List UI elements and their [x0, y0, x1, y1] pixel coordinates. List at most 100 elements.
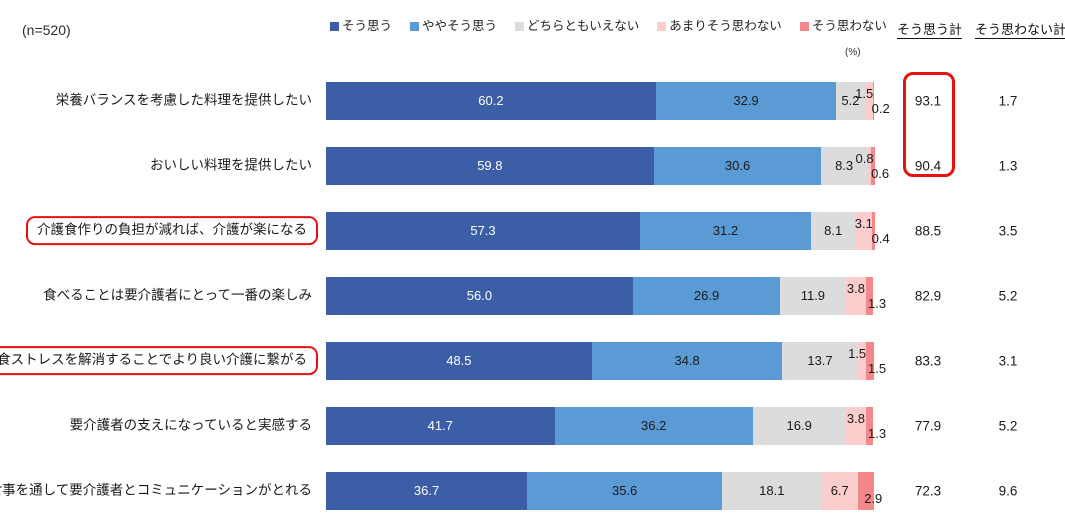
- legend-label: そう思わない: [811, 19, 887, 33]
- bar-segment: 56.0: [326, 276, 633, 315]
- legend-swatch-icon: [657, 21, 667, 31]
- total-agree-value: 77.9: [914, 418, 942, 433]
- category-label: 栄養バランスを考慮した料理を提供したい: [55, 92, 312, 108]
- category-label: 食べることは要介護者にとって一番の楽しみ: [43, 287, 312, 303]
- segment-value: 3.8: [846, 410, 865, 426]
- bar-segment: 32.9: [655, 81, 837, 120]
- legend-item: そう思わない: [799, 19, 887, 33]
- legend-swatch-icon: [410, 21, 420, 31]
- category-label-highlighted: 介護食作りの負担が減れば、介護が楽になる: [26, 215, 318, 246]
- segment-value: 1.5: [868, 360, 887, 376]
- segment-value: 8.3: [835, 158, 854, 173]
- category-label-cell: 介護食ストレスを解消することでより良い介護に繋がる: [0, 328, 322, 393]
- bar-segment: 8.1: [810, 211, 856, 250]
- segment-value: 3.8: [846, 280, 865, 296]
- category-label: おいしい料理を提供したい: [150, 157, 312, 173]
- chart-row: 介護食作りの負担が減れば、介護が楽になる 57.3 31.2 8.1 3.1 0.4 88.…: [0, 198, 1065, 263]
- chart-row: おいしい料理を提供したい 59.8 30.6 8.3 0.8 0.6 90.4 1.3: [0, 133, 1065, 198]
- bar-segment: 57.3: [326, 211, 640, 250]
- bar-segment: 0.4: [872, 211, 890, 250]
- segment-value: 59.8: [477, 158, 503, 173]
- segment-value: 60.2: [478, 93, 504, 108]
- segment-value: 13.7: [807, 353, 833, 368]
- total-agree-value: 88.5: [914, 223, 942, 238]
- bar-segment: 34.8: [591, 341, 783, 380]
- total-agree-value: 82.9: [914, 288, 942, 303]
- legend-item: そう思う: [330, 20, 392, 33]
- segment-value: 34.8: [674, 353, 700, 368]
- total-disagree-value: 1.7: [998, 93, 1018, 108]
- segment-value: 3.1: [854, 215, 873, 231]
- bar-segment: 11.9: [780, 276, 846, 315]
- total-agree-value: 93.1: [914, 93, 942, 108]
- bar-segment: 0.2: [872, 81, 890, 120]
- segment-value: 36.7: [413, 483, 440, 498]
- legend-label: あまりそう思わない: [669, 19, 782, 33]
- segment-value: 26.9: [693, 288, 720, 303]
- total-agree-value: 83.3: [914, 353, 942, 368]
- bar-segment: 30.6: [653, 146, 822, 185]
- segment-value: 2.9: [864, 490, 883, 506]
- bar-segment: 6.7: [821, 471, 859, 510]
- total-disagree-value: 3.5: [998, 223, 1018, 238]
- bar-segment: 36.7: [326, 471, 528, 510]
- total-disagree-value: 5.2: [998, 418, 1018, 433]
- chart-row: 食事を通して要介護者とコミュニケーションがとれる 36.7 35.6 18.1 6.7 2…: [0, 458, 1065, 523]
- bar-segment: 26.9: [632, 276, 781, 315]
- segment-value: 36.2: [641, 418, 667, 433]
- legend-label: そう思う: [342, 19, 393, 33]
- chart-row: 介護食ストレスを解消することでより良い介護に繋がる 48.5 34.8 13.7 1.5…: [0, 328, 1065, 393]
- total-disagree-value: 5.2: [998, 288, 1018, 303]
- segment-value: 0.8: [855, 150, 874, 166]
- stacked-bar: 56.0 26.9 11.9 3.8 1.3: [326, 276, 886, 315]
- bar-segment: 1.3: [866, 276, 886, 315]
- chart-rows: 栄養バランスを考慮した料理を提供したい 60.2 32.9 5.2 1.5 0.2 93.1…: [0, 68, 1065, 523]
- category-label-cell: 食べることは要介護者にとって一番の楽しみ: [0, 263, 322, 328]
- chart-row: 食べることは要介護者にとって一番の楽しみ 56.0 26.9 11.9 3.8 1.3 82…: [0, 263, 1065, 328]
- bar-segment: 41.7: [326, 406, 555, 445]
- segment-value: 41.7: [427, 418, 453, 433]
- sample-size-label: (n=520): [22, 22, 71, 38]
- segment-value: 5.2: [841, 93, 860, 108]
- bar-segment: 48.5: [326, 341, 592, 380]
- bar-segment: 36.2: [554, 406, 753, 445]
- stacked-bar: 41.7 36.2 16.9 3.8 1.3: [326, 406, 886, 445]
- category-label-cell: 介護食作りの負担が減れば、介護が楽になる: [0, 198, 322, 263]
- bar-segment: 1.5: [865, 341, 886, 380]
- bar-segment: 16.9: [752, 406, 846, 445]
- totals-header-disagree: そう思わない計: [975, 22, 1065, 39]
- segment-value: 57.3: [470, 223, 496, 238]
- category-label-cell: 要介護者の支えになっていると実感する: [0, 393, 322, 458]
- category-label: 要介護者の支えになっていると実感する: [69, 417, 312, 433]
- segment-value: 11.9: [800, 288, 826, 303]
- segment-value: 6.7: [830, 483, 849, 498]
- segment-value: 0.6: [871, 165, 890, 181]
- legend-item: どちらともいえない: [515, 20, 639, 33]
- total-disagree-value: 9.6: [998, 483, 1018, 498]
- chart-row: 栄養バランスを考慮した料理を提供したい 60.2 32.9 5.2 1.5 0.2 93.1…: [0, 68, 1065, 133]
- total-agree-value: 72.3: [914, 483, 942, 498]
- segment-value: 16.9: [786, 418, 812, 433]
- legend-label: ややそう思う: [422, 19, 498, 33]
- total-disagree-value: 3.1: [998, 353, 1018, 368]
- legend-label: どちらともいえない: [527, 19, 640, 33]
- bar-segment: 5.2: [836, 81, 865, 120]
- stacked-bar: 60.2 32.9 5.2 1.5 0.2: [326, 81, 890, 120]
- segment-value: 48.5: [446, 353, 472, 368]
- legend-swatch-icon: [799, 21, 809, 31]
- segment-value: 32.9: [733, 93, 759, 108]
- stacked-bar: 48.5 34.8 13.7 1.5 1.5: [326, 341, 886, 380]
- chart-row: 要介護者の支えになっていると実感する 41.7 36.2 16.9 3.8 1.3 77.9…: [0, 393, 1065, 458]
- bar-segment: 8.3: [821, 146, 867, 185]
- segment-value: 31.2: [712, 223, 739, 238]
- segment-value: 56.0: [466, 288, 493, 303]
- category-label: 食事を通して要介護者とコミュニケーションがとれる: [0, 482, 312, 498]
- legend-swatch-icon: [330, 21, 339, 31]
- bar-segment: 0.8: [855, 146, 874, 185]
- stacked-bar: 57.3 31.2 8.1 3.1 0.4: [326, 211, 890, 250]
- category-label-cell: 食事を通して要介護者とコミュニケーションがとれる: [0, 458, 322, 523]
- segment-value: 1.5: [855, 85, 874, 101]
- segment-value: 1.3: [868, 425, 887, 441]
- segment-value: 0.4: [871, 230, 890, 246]
- bar-segment: 35.6: [527, 471, 723, 510]
